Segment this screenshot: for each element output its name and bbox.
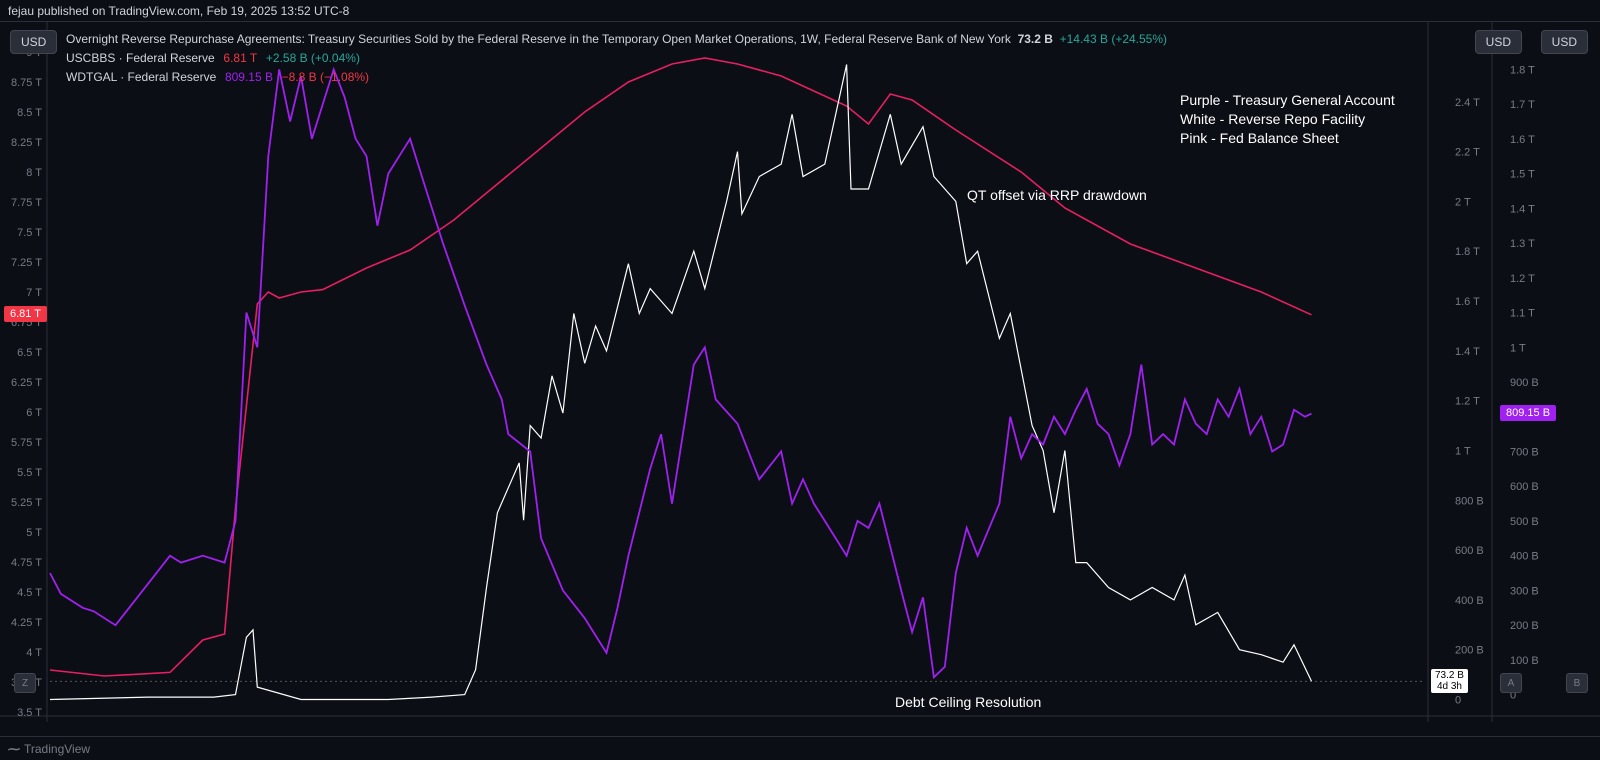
svg-text:1.4 T: 1.4 T <box>1510 203 1535 215</box>
series-pink <box>50 58 1312 676</box>
svg-text:Jul: Jul <box>512 721 526 722</box>
svg-text:3.5 T: 3.5 T <box>17 707 42 719</box>
svg-text:5.25 T: 5.25 T <box>11 497 42 509</box>
annotation-1: Debt Ceiling Resolution <box>895 694 1041 710</box>
publish-bar: fejau published on TradingView.com, Feb … <box>0 0 1600 22</box>
svg-text:1.3 T: 1.3 T <box>1510 238 1535 250</box>
svg-text:2021: 2021 <box>398 721 422 722</box>
svg-text:4.5 T: 4.5 T <box>17 587 42 599</box>
svg-text:600 B: 600 B <box>1455 545 1484 557</box>
svg-text:1 T: 1 T <box>1455 445 1471 457</box>
svg-text:2022: 2022 <box>616 721 640 722</box>
svg-text:7 T: 7 T <box>26 287 42 299</box>
price-tag-right: 809.15 B <box>1500 405 1556 421</box>
svg-text:7.75 T: 7.75 T <box>11 197 42 209</box>
svg-text:300 B: 300 B <box>1510 585 1539 597</box>
svg-text:200 B: 200 B <box>1510 620 1539 632</box>
svg-text:8.5 T: 8.5 T <box>17 107 42 119</box>
svg-text:6.5 T: 6.5 T <box>17 347 42 359</box>
svg-text:2 T: 2 T <box>1455 196 1471 208</box>
scale-badge-b[interactable]: B <box>1566 673 1588 693</box>
svg-text:400 B: 400 B <box>1455 595 1484 607</box>
svg-text:1.8 T: 1.8 T <box>1455 246 1480 258</box>
svg-text:4.75 T: 4.75 T <box>11 557 42 569</box>
svg-text:1.6 T: 1.6 T <box>1455 296 1480 308</box>
svg-text:600 B: 600 B <box>1510 481 1539 493</box>
svg-text:2023: 2023 <box>834 721 858 722</box>
legend-box: Purple - Treasury General Account White … <box>1180 91 1395 148</box>
legend-line-1: Purple - Treasury General Account <box>1180 91 1395 110</box>
svg-text:2024: 2024 <box>1053 721 1078 722</box>
svg-text:4 T: 4 T <box>26 647 42 659</box>
svg-text:1.1 T: 1.1 T <box>1510 308 1535 320</box>
svg-text:0: 0 <box>1455 695 1461 707</box>
svg-text:900 B: 900 B <box>1510 377 1539 389</box>
svg-text:5.5 T: 5.5 T <box>17 467 42 479</box>
svg-text:6 T: 6 T <box>26 407 42 419</box>
zoom-badge[interactable]: Z <box>14 673 36 693</box>
svg-text:800 B: 800 B <box>1455 495 1484 507</box>
svg-text:2020: 2020 <box>180 721 204 722</box>
svg-text:5.75 T: 5.75 T <box>11 437 42 449</box>
svg-text:Jul: Jul <box>76 721 90 722</box>
svg-text:6.25 T: 6.25 T <box>11 377 42 389</box>
legend-line-2: White - Reverse Repo Facility <box>1180 110 1395 129</box>
svg-text:2025: 2025 <box>1271 721 1295 722</box>
series-layer <box>50 58 1312 700</box>
chart-title: Overnight Reverse Repurchase Agreements:… <box>66 30 1167 49</box>
annotation-0: QT offset via RRP drawdown <box>967 187 1147 203</box>
svg-text:1.8 T: 1.8 T <box>1510 64 1535 76</box>
svg-text:500 B: 500 B <box>1510 516 1539 528</box>
svg-text:2.4 T: 2.4 T <box>1455 97 1480 109</box>
svg-text:100 B: 100 B <box>1510 655 1539 667</box>
axis-layer: 9 T8.75 T8.5 T8.25 T8 T7.75 T7.5 T7.25 T… <box>11 47 1539 722</box>
svg-text:1.7 T: 1.7 T <box>1510 99 1535 111</box>
symbol-header: Overnight Reverse Repurchase Agreements:… <box>66 30 1167 88</box>
series-white <box>50 65 1312 700</box>
svg-text:4.25 T: 4.25 T <box>11 617 42 629</box>
svg-text:5 T: 5 T <box>26 527 42 539</box>
scale-badge-a[interactable]: A <box>1500 673 1522 693</box>
svg-text:1.2 T: 1.2 T <box>1510 273 1535 285</box>
price-tag-mid: 73.2 B4d 3h <box>1431 669 1468 693</box>
svg-text:8.75 T: 8.75 T <box>11 77 42 89</box>
series-purple <box>50 69 1312 677</box>
publish-text: fejau published on TradingView.com, Feb … <box>8 4 349 18</box>
svg-text:Jul: Jul <box>949 721 963 722</box>
tradingview-logo-icon: ⁓ <box>8 742 20 756</box>
price-tag-left: 6.81 T <box>4 306 47 322</box>
symbol-row-2: WDTGAL · Federal Reserve 809.15 B −8.8 B… <box>66 68 1167 87</box>
svg-text:700 B: 700 B <box>1510 446 1539 458</box>
currency-pill-right-b[interactable]: USD <box>1541 30 1588 54</box>
svg-text:Jul: Jul <box>730 721 744 722</box>
currency-pill-right-a[interactable]: USD <box>1475 30 1522 54</box>
svg-text:1 T: 1 T <box>1510 342 1526 354</box>
svg-text:Jul: Jul <box>1385 721 1399 722</box>
svg-text:7.5 T: 7.5 T <box>17 227 42 239</box>
svg-text:7.25 T: 7.25 T <box>11 257 42 269</box>
footer-bar: ⁓ TradingView <box>0 736 1600 760</box>
legend-line-3: Pink - Fed Balance Sheet <box>1180 129 1395 148</box>
brand-label: TradingView <box>24 742 90 756</box>
svg-text:Jul: Jul <box>1167 721 1181 722</box>
svg-text:8.25 T: 8.25 T <box>11 137 42 149</box>
svg-text:1.5 T: 1.5 T <box>1510 169 1535 181</box>
svg-text:1.4 T: 1.4 T <box>1455 346 1480 358</box>
svg-text:1.2 T: 1.2 T <box>1455 396 1480 408</box>
chart-area: USD USD USD Overnight Reverse Repurchase… <box>0 22 1600 722</box>
currency-pill-left[interactable]: USD <box>10 30 57 54</box>
svg-text:200 B: 200 B <box>1455 645 1484 657</box>
svg-text:1.6 T: 1.6 T <box>1510 134 1535 146</box>
svg-text:8 T: 8 T <box>26 167 42 179</box>
svg-text:400 B: 400 B <box>1510 551 1539 563</box>
symbol-row-1: USCBBS · Federal Reserve 6.81 T +2.58 B … <box>66 49 1167 68</box>
svg-text:Jul: Jul <box>294 721 308 722</box>
svg-text:2.2 T: 2.2 T <box>1455 147 1480 159</box>
